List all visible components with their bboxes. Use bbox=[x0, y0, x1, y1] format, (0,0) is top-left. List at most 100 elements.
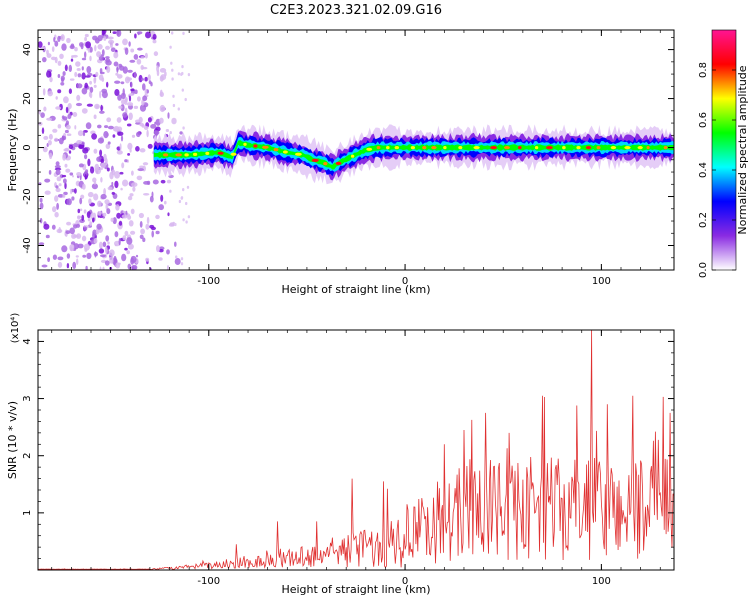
noise-blob bbox=[96, 51, 102, 58]
noise-blob bbox=[38, 109, 41, 115]
noise-blob bbox=[40, 112, 45, 118]
noise-blob bbox=[66, 221, 72, 226]
noise-blob bbox=[96, 156, 102, 162]
noise-blob bbox=[84, 82, 88, 89]
noise-blob bbox=[124, 47, 129, 55]
noise-blob bbox=[107, 241, 110, 245]
noise-blob bbox=[174, 241, 177, 247]
noise-blob bbox=[42, 57, 47, 63]
noise-blob bbox=[59, 53, 64, 59]
noise-blob bbox=[69, 78, 75, 81]
noise-blob bbox=[52, 128, 58, 133]
x-tick-label: 0 bbox=[402, 276, 408, 287]
noise-blob bbox=[147, 74, 151, 81]
ridge-hotspot bbox=[163, 153, 169, 157]
noise-blob bbox=[148, 80, 152, 85]
noise-blob bbox=[155, 230, 160, 235]
noise-blob bbox=[158, 204, 164, 211]
noise-blob bbox=[76, 94, 81, 101]
noise-blob bbox=[105, 143, 111, 149]
noise-blob bbox=[179, 131, 183, 135]
noise-blob bbox=[122, 112, 128, 118]
noise-blob bbox=[128, 112, 133, 121]
noise-blob bbox=[58, 227, 61, 233]
noise-blob bbox=[116, 67, 119, 71]
noise-blob bbox=[130, 230, 136, 235]
noise-blob bbox=[102, 241, 107, 248]
noise-blob bbox=[184, 97, 187, 102]
noise-blob bbox=[100, 177, 103, 183]
noise-blob bbox=[122, 179, 129, 187]
noise-blob bbox=[152, 179, 159, 185]
noise-blob bbox=[65, 168, 71, 173]
figure-title: C2E3.2023.321.02.09.G16 bbox=[270, 3, 442, 18]
noise-blob bbox=[93, 237, 98, 244]
noise-blob bbox=[91, 133, 97, 140]
noise-blob bbox=[143, 125, 149, 130]
noise-blob bbox=[48, 170, 52, 175]
noise-blob bbox=[77, 130, 84, 137]
ridge-hotspot bbox=[473, 146, 480, 150]
noise-blob bbox=[47, 41, 51, 46]
noise-blob bbox=[140, 228, 146, 235]
noise-blob bbox=[114, 243, 117, 247]
noise-blob bbox=[48, 133, 53, 140]
noise-blob bbox=[134, 33, 137, 39]
y-tick-label: -20 bbox=[22, 188, 33, 204]
noise-blob bbox=[182, 218, 185, 222]
noise-blob bbox=[169, 131, 172, 135]
noise-blob bbox=[141, 78, 144, 81]
noise-blob bbox=[96, 228, 99, 234]
noise-blob bbox=[57, 261, 63, 268]
noise-blob bbox=[142, 66, 148, 70]
noise-blob bbox=[160, 179, 166, 184]
y-tick-label: 1 bbox=[22, 510, 33, 516]
noise-blob bbox=[135, 119, 141, 123]
ridge-hotspot bbox=[273, 148, 279, 152]
noise-blob bbox=[130, 81, 133, 88]
noise-blob bbox=[85, 122, 92, 130]
noise-blob bbox=[144, 76, 148, 82]
noise-blob bbox=[111, 169, 116, 176]
noise-blob bbox=[95, 71, 99, 77]
noise-blob bbox=[69, 172, 74, 176]
noise-blob bbox=[102, 212, 107, 217]
noise-blob bbox=[120, 104, 125, 112]
noise-blob bbox=[159, 104, 166, 113]
colorbar: 0.0 0.2 0.4 0.6 0.8 Normalized spectral ampl… bbox=[698, 29, 749, 278]
noise-blob bbox=[180, 72, 183, 76]
noise-blob bbox=[113, 51, 119, 59]
noise-blob bbox=[127, 153, 131, 156]
noise-blob bbox=[90, 213, 93, 219]
ridge-hotspot bbox=[585, 146, 592, 150]
noise-blob bbox=[159, 75, 164, 82]
noise-blob bbox=[92, 217, 95, 223]
noise-blob bbox=[51, 46, 55, 52]
noise-blob bbox=[82, 131, 86, 137]
noise-blob bbox=[116, 117, 122, 123]
noise-blob bbox=[105, 235, 110, 242]
noise-blob bbox=[38, 121, 43, 126]
noise-blob bbox=[102, 266, 105, 270]
noise-blob bbox=[158, 249, 164, 253]
noise-blob bbox=[43, 106, 47, 112]
noise-blob bbox=[144, 52, 148, 59]
noise-blob bbox=[89, 46, 93, 53]
noise-blob bbox=[109, 249, 115, 257]
noise-blob bbox=[64, 182, 67, 190]
noise-blob bbox=[166, 249, 170, 255]
noise-blob bbox=[81, 235, 87, 242]
noise-blob bbox=[175, 255, 178, 259]
noise-blob bbox=[57, 256, 64, 261]
noise-blob bbox=[130, 255, 137, 263]
noise-blob bbox=[120, 92, 126, 100]
noise-blob bbox=[104, 199, 110, 205]
noise-blob bbox=[56, 202, 59, 210]
noise-blob bbox=[76, 172, 82, 177]
noise-blob bbox=[134, 89, 138, 95]
noise-blob bbox=[180, 196, 183, 200]
noise-blob bbox=[97, 137, 104, 144]
noise-blob bbox=[92, 232, 96, 239]
noise-blob bbox=[42, 146, 48, 153]
noise-blob bbox=[96, 223, 102, 230]
